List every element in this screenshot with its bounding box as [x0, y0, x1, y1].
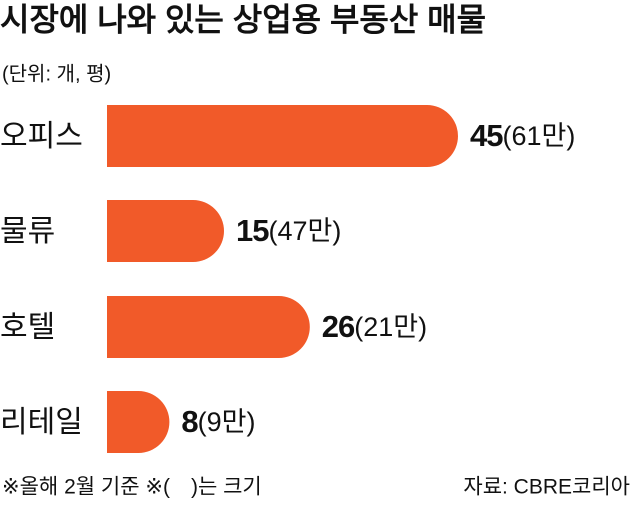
size-label: (47만) — [268, 216, 341, 246]
source: 자료: CBRE코리아 — [463, 476, 630, 499]
size-label: (61만) — [502, 121, 575, 151]
size-label: (9만) — [198, 407, 256, 437]
value-label: 45(61만) — [470, 118, 575, 153]
bar — [107, 105, 458, 167]
value-label: 15(47만) — [236, 213, 341, 248]
bar — [107, 296, 310, 358]
note: ※올해 2월 기준 ※( )는 크기 — [2, 476, 262, 499]
value: 15 — [236, 213, 269, 248]
bar — [107, 391, 170, 453]
bar — [107, 200, 224, 262]
value: 45 — [470, 118, 503, 153]
value-label: 26(21만) — [322, 309, 427, 344]
chart-subtitle: (단위: 개, 평) — [2, 62, 111, 85]
size-label: (21만) — [354, 312, 427, 342]
category-label: 리테일 — [0, 406, 83, 439]
chart-title: 시장에 나와 있는 상업용 부동산 매물 — [0, 1, 486, 37]
category-label: 물류 — [0, 215, 55, 248]
value: 8 — [181, 404, 198, 439]
category-label: 호텔 — [0, 311, 55, 344]
value: 26 — [322, 309, 355, 344]
category-label: 오피스 — [0, 120, 83, 153]
value-label: 8(9만) — [181, 404, 255, 439]
